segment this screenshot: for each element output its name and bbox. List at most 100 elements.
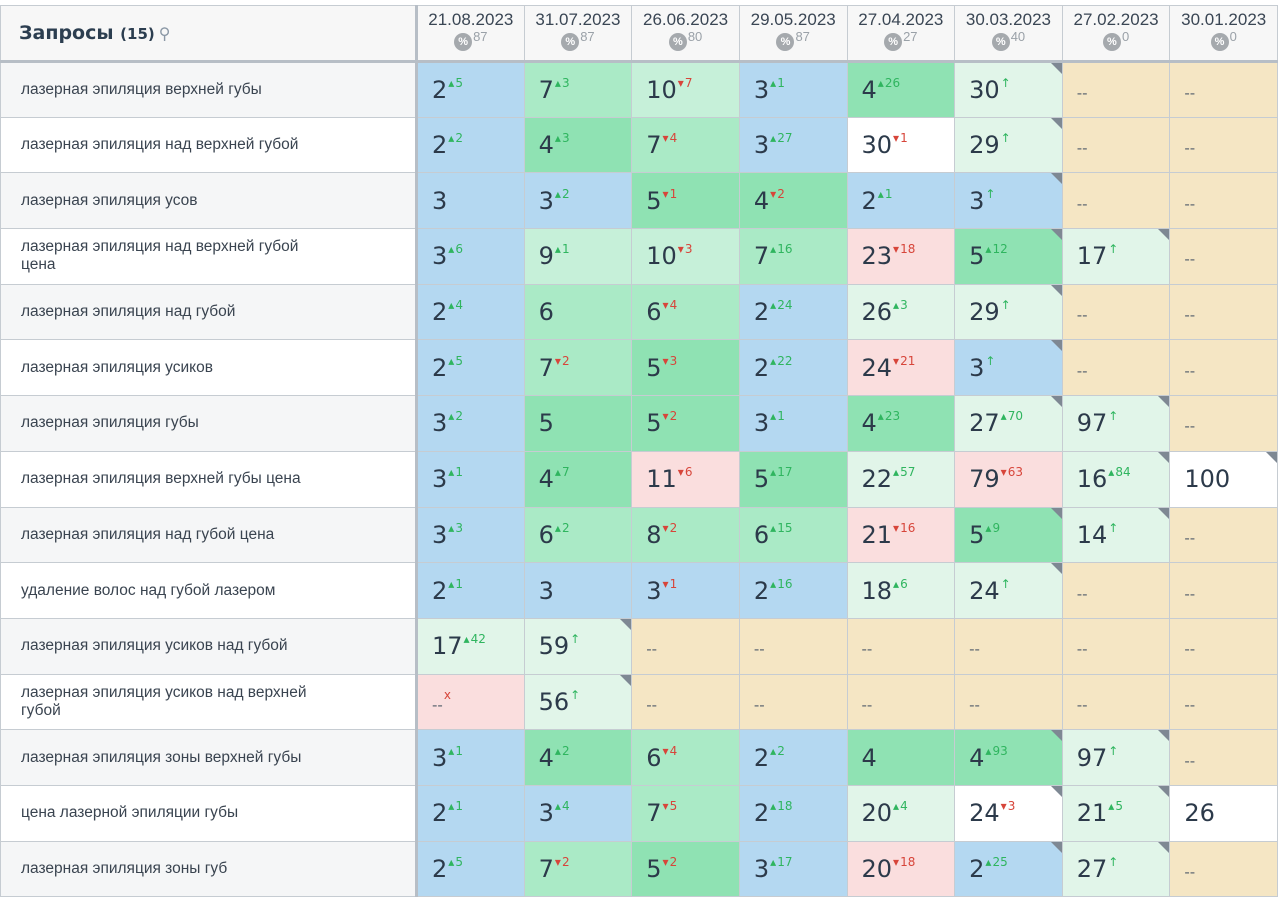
- position-cell[interactable]: --: [631, 673, 740, 731]
- position-cell[interactable]: --: [631, 617, 740, 675]
- position-cell[interactable]: 10▾7: [631, 61, 740, 118]
- position-cell[interactable]: 3▴27: [738, 116, 848, 174]
- position-cell[interactable]: --: [1061, 172, 1171, 230]
- position-cell[interactable]: 20▴4: [846, 784, 956, 842]
- position-cell[interactable]: 14↑: [1061, 506, 1171, 564]
- position-cell[interactable]: --: [1169, 116, 1278, 174]
- position-cell[interactable]: 23▾18: [846, 228, 956, 285]
- position-cell[interactable]: --: [1169, 729, 1278, 786]
- position-cell[interactable]: 4▴3: [523, 116, 633, 174]
- position-cell[interactable]: 3▴1: [416, 729, 525, 786]
- position-cell[interactable]: 3▴6: [416, 228, 525, 285]
- position-cell[interactable]: 27↑: [1061, 840, 1171, 897]
- position-cell[interactable]: 2▴5: [416, 840, 525, 897]
- position-cell[interactable]: --: [1061, 562, 1171, 619]
- position-cell[interactable]: 100: [1169, 450, 1278, 508]
- position-cell[interactable]: 7▾2: [523, 840, 633, 897]
- position-cell[interactable]: 5▾3: [631, 339, 740, 397]
- query-label[interactable]: лазерная эпиляция верхней губы: [0, 61, 418, 118]
- position-cell[interactable]: 4▴23: [846, 395, 956, 452]
- position-cell[interactable]: 5▴9: [954, 506, 1063, 564]
- query-label[interactable]: лазерная эпиляция над губой цена: [0, 506, 418, 564]
- position-cell[interactable]: --: [1169, 562, 1278, 619]
- position-cell[interactable]: 3▴1: [416, 450, 525, 508]
- position-cell[interactable]: 2▴1: [416, 562, 525, 619]
- position-cell[interactable]: --: [1169, 840, 1278, 897]
- position-cell[interactable]: 30↑: [954, 61, 1063, 118]
- query-label[interactable]: лазерная эпиляция губы: [0, 395, 418, 452]
- position-cell[interactable]: 59↑: [523, 617, 633, 675]
- position-cell[interactable]: 2▴1: [416, 784, 525, 842]
- position-cell[interactable]: --: [1061, 116, 1171, 174]
- query-label[interactable]: лазерная эпиляция над верхней губой цена: [0, 228, 418, 285]
- query-label[interactable]: лазерная эпиляция зоны губ: [0, 840, 418, 897]
- position-cell[interactable]: 6▴15: [738, 506, 848, 564]
- position-cell[interactable]: 4▴26: [846, 61, 956, 118]
- position-cell[interactable]: 2▴1: [846, 172, 956, 230]
- query-label[interactable]: лазерная эпиляция над губой: [0, 283, 418, 341]
- position-cell[interactable]: 7▴3: [523, 61, 633, 118]
- position-cell[interactable]: 5▾2: [631, 395, 740, 452]
- position-cell[interactable]: --: [1169, 61, 1278, 118]
- date-column-header[interactable]: 21.08.2023% 87: [416, 5, 525, 63]
- position-cell[interactable]: 3▴1: [738, 395, 848, 452]
- position-cell[interactable]: 3▴17: [738, 840, 848, 897]
- position-cell[interactable]: 7▾2: [523, 339, 633, 397]
- position-cell[interactable]: --: [1061, 617, 1171, 675]
- position-cell[interactable]: 2▴5: [416, 61, 525, 118]
- position-cell[interactable]: --: [1061, 283, 1171, 341]
- position-cell[interactable]: 29↑: [954, 116, 1063, 174]
- position-cell[interactable]: 17↑: [1061, 228, 1171, 285]
- position-cell[interactable]: 3▾1: [631, 562, 740, 619]
- position-cell[interactable]: 2▴16: [738, 562, 848, 619]
- position-cell[interactable]: 26: [1169, 784, 1278, 842]
- date-column-header[interactable]: 27.04.2023% 27: [846, 5, 956, 63]
- position-cell[interactable]: 11▾6: [631, 450, 740, 508]
- date-column-header[interactable]: 29.05.2023% 87: [738, 5, 848, 63]
- position-cell[interactable]: 2▴4: [416, 283, 525, 341]
- position-cell[interactable]: --: [1169, 283, 1278, 341]
- position-cell[interactable]: --: [1169, 395, 1278, 452]
- position-cell[interactable]: 5▴17: [738, 450, 848, 508]
- position-cell[interactable]: 21▴5: [1061, 784, 1171, 842]
- position-cell[interactable]: --: [1169, 617, 1278, 675]
- position-cell[interactable]: 4▴7: [523, 450, 633, 508]
- position-cell[interactable]: --: [846, 673, 956, 731]
- position-cell[interactable]: 2▴2: [738, 729, 848, 786]
- query-label[interactable]: лазерная эпиляция усиков над верхней губ…: [0, 673, 418, 731]
- position-cell[interactable]: 97↑: [1061, 395, 1171, 452]
- position-cell[interactable]: 2▴25: [954, 840, 1063, 897]
- position-cell[interactable]: 4: [846, 729, 956, 786]
- position-cell[interactable]: 3▴2: [523, 172, 633, 230]
- query-label[interactable]: лазерная эпиляция зоны верхней губы: [0, 729, 418, 786]
- position-cell[interactable]: 7▾4: [631, 116, 740, 174]
- query-label[interactable]: цена лазерной эпиляции губы: [0, 784, 418, 842]
- query-label[interactable]: лазерная эпиляция над верхней губой: [0, 116, 418, 174]
- position-cell[interactable]: 18▴6: [846, 562, 956, 619]
- position-cell[interactable]: 2▴22: [738, 339, 848, 397]
- position-cell[interactable]: 6▾4: [631, 283, 740, 341]
- position-cell[interactable]: 5▴12: [954, 228, 1063, 285]
- position-cell[interactable]: 2▴5: [416, 339, 525, 397]
- position-cell[interactable]: --: [738, 673, 848, 731]
- date-column-header[interactable]: 26.06.2023% 80: [631, 5, 740, 63]
- position-cell[interactable]: 4▴2: [523, 729, 633, 786]
- date-column-header[interactable]: 27.02.2023% 0: [1061, 5, 1171, 63]
- queries-header[interactable]: Запросы (15) ⚲: [0, 5, 418, 63]
- position-cell[interactable]: 26▴3: [846, 283, 956, 341]
- position-cell[interactable]: 3↑: [954, 172, 1063, 230]
- position-cell[interactable]: 2▴18: [738, 784, 848, 842]
- position-cell[interactable]: 17▴42: [416, 617, 525, 675]
- position-cell[interactable]: 7▴16: [738, 228, 848, 285]
- position-cell[interactable]: 27▴70: [954, 395, 1063, 452]
- position-cell[interactable]: --: [954, 617, 1063, 675]
- position-cell[interactable]: 5▾2: [631, 840, 740, 897]
- date-column-header[interactable]: 31.07.2023% 87: [523, 5, 633, 63]
- position-cell[interactable]: --: [1061, 673, 1171, 731]
- position-cell[interactable]: 2▴2: [416, 116, 525, 174]
- position-cell[interactable]: --: [1169, 172, 1278, 230]
- position-cell[interactable]: 3↑: [954, 339, 1063, 397]
- position-cell[interactable]: --: [1169, 339, 1278, 397]
- position-cell[interactable]: 16▴84: [1061, 450, 1171, 508]
- query-label[interactable]: лазерная эпиляция усов: [0, 172, 418, 230]
